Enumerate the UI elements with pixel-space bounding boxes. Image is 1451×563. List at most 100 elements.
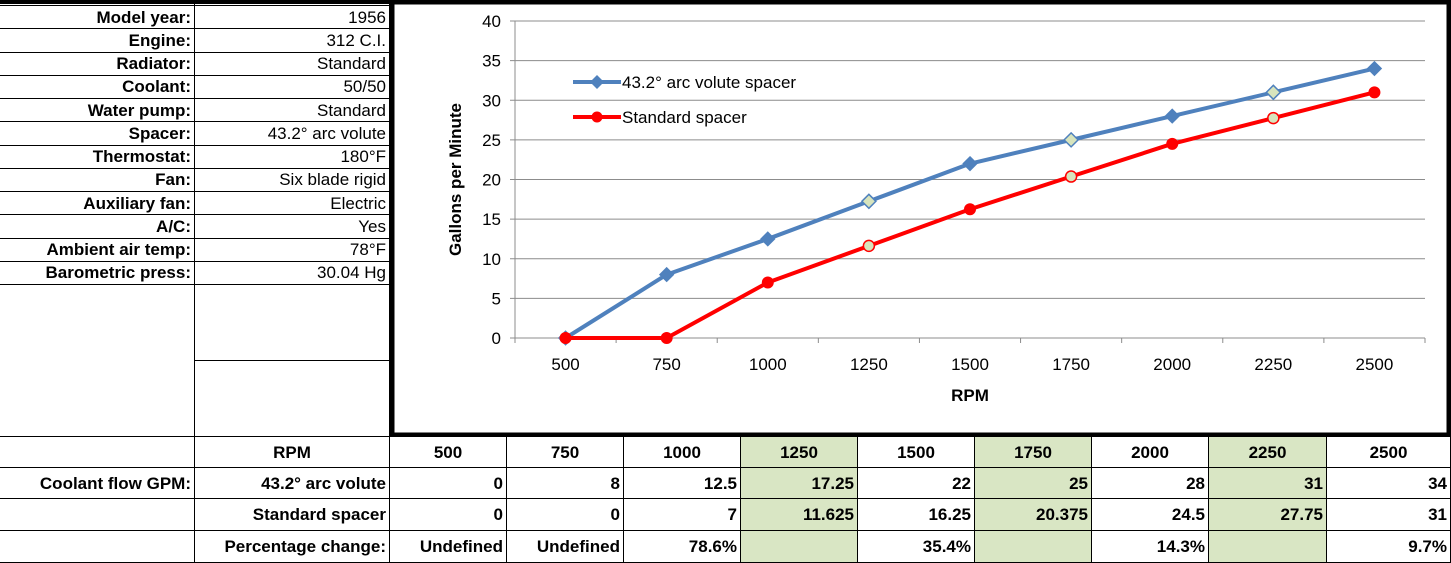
spec-label[interactable]: Thermostat:: [0, 145, 195, 169]
spec-label[interactable]: Spacer:: [0, 122, 195, 146]
spec-label[interactable]: A/C:: [0, 215, 195, 239]
data-cell[interactable]: 25: [975, 468, 1092, 499]
data-cell[interactable]: 31: [1209, 468, 1327, 499]
row-label[interactable]: 43.2° arc volute: [195, 468, 390, 499]
data-cell[interactable]: [975, 531, 1092, 563]
data-cell[interactable]: 14.3%: [1092, 531, 1209, 563]
data-cell[interactable]: 7: [624, 499, 741, 531]
spec-label[interactable]: Coolant:: [0, 75, 195, 99]
rpm-header-cell[interactable]: 2000: [1092, 437, 1209, 468]
data-cell[interactable]: 0: [390, 499, 507, 531]
data-point-diamond: [760, 231, 776, 247]
rpm-header-cell[interactable]: 1000: [624, 437, 741, 468]
x-tick-label: 750: [652, 355, 680, 374]
data-cell[interactable]: 22: [858, 468, 975, 499]
spec-label[interactable]: Barometric press:: [0, 261, 195, 285]
data-point-circle: [1368, 86, 1381, 99]
spec-value[interactable]: Six blade rigid: [195, 168, 390, 192]
spec-value[interactable]: 43.2° arc volute: [195, 122, 390, 146]
flow-chart: 0 5 10 15 20 25 30 35 40 500 750 1000 1250 1500 1750 20…: [390, 0, 1451, 437]
spec-label[interactable]: Auxiliary fan:: [0, 192, 195, 216]
spec-value[interactable]: 180°F: [195, 145, 390, 169]
spec-value[interactable]: 50/50: [195, 75, 390, 99]
data-cell[interactable]: 0: [507, 499, 624, 531]
y-tick-label: 5: [492, 289, 501, 308]
table-cell[interactable]: [0, 499, 195, 531]
rpm-header-cell[interactable]: 750: [507, 437, 624, 468]
spec-value[interactable]: Yes: [195, 215, 390, 239]
data-cell[interactable]: 31: [1327, 499, 1451, 531]
rpm-header[interactable]: RPM: [195, 437, 390, 468]
x-tick-label: 2000: [1153, 355, 1191, 374]
data-cell[interactable]: Undefined: [507, 531, 624, 563]
spec-value[interactable]: 1956: [195, 6, 390, 30]
data-cell[interactable]: Undefined: [390, 531, 507, 563]
spec-value[interactable]: 30.04 Hg: [195, 261, 390, 285]
spec-label[interactable]: Fan:: [0, 168, 195, 192]
group-label[interactable]: Coolant flow GPM:: [0, 468, 195, 499]
data-cell[interactable]: 11.625: [741, 499, 858, 531]
legend-marker-diamond: [590, 75, 604, 89]
spec-label[interactable]: Engine:: [0, 29, 195, 53]
data-point-circle: [964, 203, 976, 216]
legend-label-2: Standard spacer: [622, 108, 747, 127]
data-cell[interactable]: [741, 531, 858, 563]
data-cell[interactable]: 28: [1092, 468, 1209, 499]
data-cell[interactable]: 12.5: [624, 468, 741, 499]
spec-label[interactable]: Model year:: [0, 6, 195, 30]
x-axis-title: RPM: [951, 386, 989, 405]
y-tick-label: 20: [482, 171, 501, 190]
spec-value[interactable]: Electric: [195, 192, 390, 216]
data-point-diamond: [1265, 84, 1282, 101]
spec-value[interactable]: 78°F: [195, 238, 390, 262]
data-cell[interactable]: 0: [390, 468, 507, 499]
spec-value[interactable]: 312 C.I.: [195, 29, 390, 53]
y-axis-title: Gallons per Minute: [446, 103, 465, 256]
rpm-header-cell[interactable]: 1250: [741, 437, 858, 468]
data-point-diamond: [1063, 131, 1080, 148]
data-cell[interactable]: 9.7%: [1327, 531, 1451, 563]
row-label[interactable]: Percentage change:: [195, 531, 390, 563]
rpm-header-cell[interactable]: 2500: [1327, 437, 1451, 468]
data-cell[interactable]: 20.375: [975, 499, 1092, 531]
x-tick-label: 1000: [749, 355, 787, 374]
y-tick-label: 30: [482, 91, 501, 110]
y-tick-label: 15: [482, 210, 501, 229]
spec-value[interactable]: Standard: [195, 99, 390, 123]
empty-cell[interactable]: [0, 285, 195, 437]
x-tick-label: 1750: [1052, 355, 1090, 374]
spec-value[interactable]: Standard: [195, 52, 390, 76]
spec-label[interactable]: Water pump:: [0, 99, 195, 123]
data-point-circle: [761, 276, 774, 289]
x-tick-label: 1250: [850, 355, 888, 374]
table-cell[interactable]: [0, 437, 195, 468]
y-tick-label: 10: [482, 250, 501, 269]
data-point-circle: [862, 239, 876, 253]
data-point-circle: [559, 332, 572, 344]
spec-label[interactable]: Radiator:: [0, 52, 195, 76]
row-label[interactable]: Standard spacer: [195, 499, 390, 531]
data-cell[interactable]: 78.6%: [624, 531, 741, 563]
spec-label[interactable]: Ambient air temp:: [0, 238, 195, 262]
data-cell[interactable]: 35.4%: [858, 531, 975, 563]
empty-cell[interactable]: [195, 285, 390, 361]
rpm-header-cell[interactable]: 1750: [975, 437, 1092, 468]
data-cell[interactable]: 8: [507, 468, 624, 499]
table-cell[interactable]: [0, 531, 195, 563]
data-cell[interactable]: 16.25: [858, 499, 975, 531]
data-point-diamond: [1164, 108, 1180, 124]
data-point-diamond: [860, 193, 877, 210]
data-cell[interactable]: 24.5: [1092, 499, 1209, 531]
data-cell[interactable]: [1209, 531, 1327, 563]
rpm-header-cell[interactable]: 500: [390, 437, 507, 468]
x-tick-label: 2500: [1356, 355, 1394, 374]
data-cell[interactable]: 17.25: [741, 468, 858, 499]
rpm-header-cell[interactable]: 2250: [1209, 437, 1327, 468]
data-cell[interactable]: 27.75: [1209, 499, 1327, 531]
data-cell[interactable]: 34: [1327, 468, 1451, 499]
empty-cell[interactable]: [195, 361, 390, 437]
data-point-circle: [1166, 137, 1179, 150]
y-tick-label: 25: [482, 131, 501, 150]
rpm-header-cell[interactable]: 1500: [858, 437, 975, 468]
